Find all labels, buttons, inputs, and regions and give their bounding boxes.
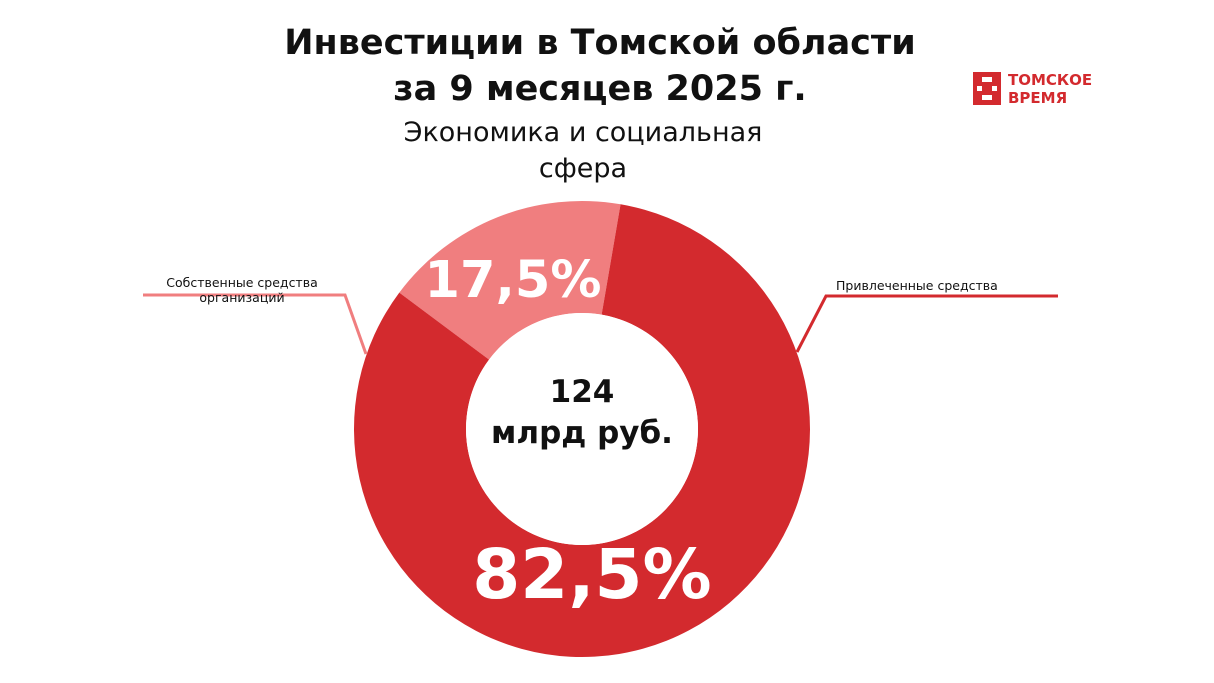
- brand-logo-text: ТОМСКОЕ ВРЕМЯ: [1008, 71, 1093, 107]
- donut-slice-own-funds: [399, 201, 621, 360]
- donut-slice-borrowed-funds: [353, 204, 810, 658]
- data-label-own-funds: 17,5%: [424, 251, 602, 310]
- chart-subtitle: Экономика и социальная сфера: [403, 117, 763, 184]
- legend-leader-line-borrowed-funds: [795, 294, 1058, 353]
- legend-label-borrowed-funds: Привлеченные средства: [836, 278, 998, 293]
- legend-label-own-funds: Собственные средства организаций: [166, 275, 318, 305]
- donut-hole: [466, 313, 698, 545]
- brand-logo-mark-icon: [973, 72, 1001, 105]
- chart-title: Инвестиции в Томской области за 9 месяце…: [284, 23, 916, 109]
- legend-leader-line-own-funds: [143, 293, 368, 355]
- donut-center-total: 124 млрд руб.: [491, 374, 673, 451]
- data-label-borrowed-funds: 82,5%: [472, 535, 712, 615]
